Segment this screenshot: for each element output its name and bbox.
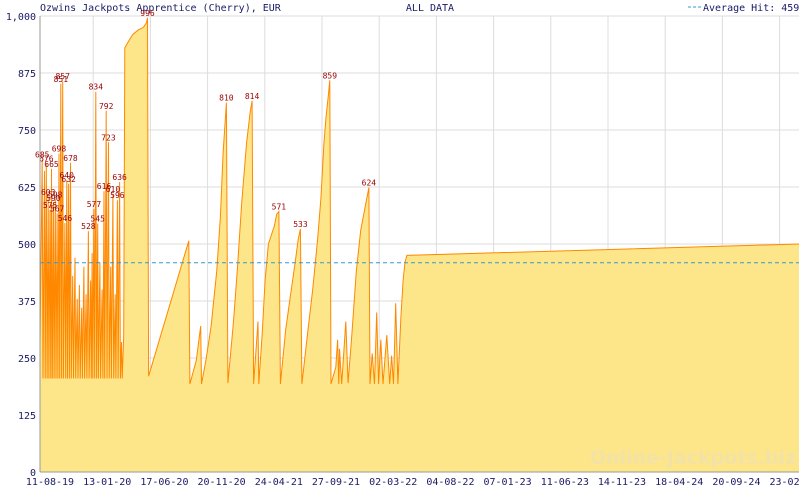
- x-tick-label: 13-01-20: [83, 477, 131, 488]
- peak-label: 545: [90, 214, 105, 223]
- axes: [39, 16, 799, 473]
- y-tick-label: 1,000: [6, 12, 36, 23]
- chart-title: Ozwins Jackpots Apprentice (Cherry), EUR: [40, 3, 282, 14]
- peak-label: 616: [97, 182, 112, 191]
- x-tick-label: 17-06-20: [140, 477, 188, 488]
- x-tick-label: 23-02-25: [770, 477, 800, 488]
- peak-label: 996: [140, 9, 155, 18]
- series-area: [40, 17, 799, 473]
- peak-label: 857: [55, 72, 70, 81]
- x-tick-label: 18-04-24: [655, 477, 703, 488]
- peak-label: 590: [46, 194, 61, 203]
- peak-label: 685: [35, 151, 50, 160]
- x-tick-label: 11-06-23: [541, 477, 589, 488]
- series-line: [39, 17, 800, 385]
- x-tick-label: 20-11-20: [198, 477, 246, 488]
- plot-area: [39, 17, 800, 473]
- x-tick-label: 27-09-21: [312, 477, 360, 488]
- peak-label: 632: [61, 175, 76, 184]
- peak-label: 598: [48, 190, 63, 199]
- x-tick-label: 04-08-22: [426, 477, 474, 488]
- peak-label: 676: [39, 155, 54, 164]
- peak-label: 610: [106, 185, 121, 194]
- peak-label: 533: [293, 220, 308, 229]
- peak-label: 792: [99, 102, 114, 111]
- y-tick-label: 625: [18, 183, 36, 194]
- peak-label: 567: [50, 204, 65, 213]
- peak-label: 698: [52, 145, 67, 154]
- x-axis-ticks: 11-08-19 13-01-20 17-06-20 20-11-20 24-04-21…: [26, 477, 800, 488]
- x-tick-label: 02-03-22: [369, 477, 417, 488]
- y-tick-label: 750: [18, 126, 36, 137]
- peak-label: 603: [41, 188, 56, 197]
- y-tick-label: 250: [18, 354, 36, 365]
- y-tick-label: 875: [18, 69, 36, 80]
- peak-label: 814: [245, 92, 260, 101]
- peak-label: 859: [323, 71, 338, 80]
- x-tick-label: 24-04-21: [255, 477, 303, 488]
- peak-label: 596: [110, 191, 125, 200]
- peak-label: 851: [54, 75, 69, 84]
- peak-label: 636: [112, 173, 127, 182]
- y-tick-label: 500: [18, 240, 36, 251]
- peak-label: 640: [60, 171, 75, 180]
- x-tick-label: 11-08-19: [26, 477, 74, 488]
- peak-label: 546: [58, 214, 73, 223]
- average-legend-label: Average Hit: 459: [703, 3, 799, 14]
- peak-label: 810: [219, 94, 234, 103]
- watermark: Online-Jackpots.biz: [590, 447, 796, 469]
- peak-label: 665: [44, 160, 59, 169]
- x-tick-label: 20-09-24: [712, 477, 760, 488]
- x-tick-label: 14-11-23: [598, 477, 646, 488]
- y-tick-label: 375: [18, 297, 36, 308]
- range-label: ALL DATA: [406, 3, 454, 14]
- y-axis-ticks: 0 125 250 375 500 625 750 875 1,000: [6, 12, 36, 479]
- peak-label: 577: [87, 200, 102, 209]
- peak-label: 528: [81, 222, 96, 231]
- peak-label: 624: [362, 178, 377, 187]
- peak-label: 723: [101, 133, 116, 142]
- peak-label: 575: [43, 201, 58, 210]
- y-tick-label: 125: [18, 411, 36, 422]
- peak-label: 678: [63, 154, 78, 163]
- peak-labels: 6856766035756655905985676988518575466406…: [35, 9, 376, 231]
- y-tick-label: 0: [30, 468, 36, 479]
- x-tick-label: 07-01-23: [484, 477, 532, 488]
- peak-label: 571: [272, 203, 287, 212]
- peak-label: 834: [89, 83, 104, 92]
